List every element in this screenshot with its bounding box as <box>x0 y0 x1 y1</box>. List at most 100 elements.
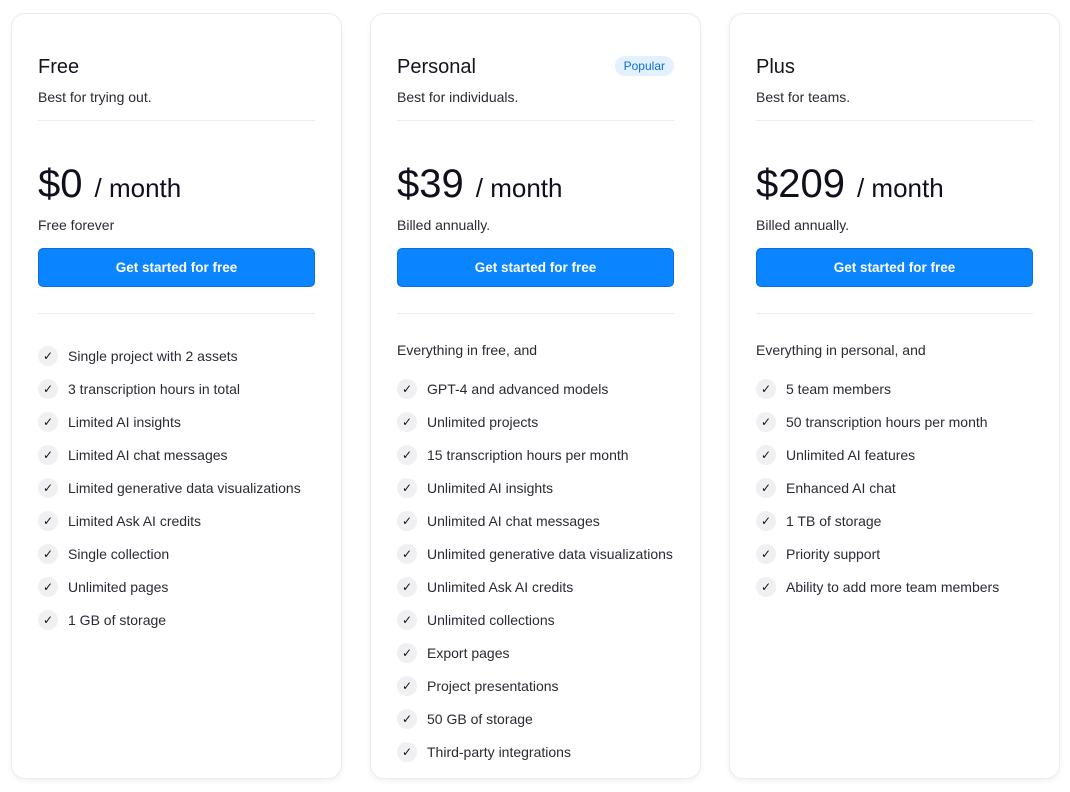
plan-card-free: Free Best for trying out. $0 / month Fre… <box>11 13 342 779</box>
price-amount: $39 <box>397 162 464 206</box>
feature-label: Limited AI insights <box>68 413 181 430</box>
feature-label: Unlimited generative data visualizations <box>427 545 673 562</box>
get-started-button[interactable]: Get started for free <box>38 248 315 287</box>
plan-name: Plus <box>756 56 795 78</box>
feature-label: Unlimited AI features <box>786 446 916 463</box>
check-icon: ✓ <box>397 609 417 630</box>
check-icon: ✓ <box>38 411 58 432</box>
feature-item: ✓ Unlimited generative data visualization… <box>397 537 690 570</box>
check-icon: ✓ <box>38 543 58 564</box>
check-icon: ✓ <box>756 510 776 531</box>
feature-item: ✓ 50 GB of storage <box>397 702 690 735</box>
billing-note: Free forever <box>38 217 115 233</box>
check-icon: ✓ <box>397 477 417 498</box>
feature-label: 50 transcription hours per month <box>786 413 988 430</box>
price: $209 / month <box>756 162 944 207</box>
feature-list: ✓ Single project with 2 assets ✓ 3 transcri… <box>38 339 331 636</box>
features-intro: Everything in personal, and <box>756 342 926 358</box>
plan-name: Personal <box>397 56 476 78</box>
check-icon: ✓ <box>756 411 776 432</box>
feature-label: Priority support <box>786 545 881 562</box>
feature-item: ✓ Limited generative data visualizations <box>38 471 331 504</box>
check-icon: ✓ <box>38 444 58 465</box>
feature-label: 5 team members <box>786 380 892 397</box>
feature-item: ✓ GPT-4 and advanced models <box>397 372 690 405</box>
feature-label: Single collection <box>68 545 170 562</box>
billing-note: Billed annually. <box>397 217 491 233</box>
feature-label: Project presentations <box>427 677 559 694</box>
feature-item: ✓ Limited AI insights <box>38 405 331 438</box>
price-period: / month <box>94 173 182 203</box>
plan-tagline: Best for individuals. <box>397 89 519 105</box>
feature-item: ✓ Unlimited collections <box>397 603 690 636</box>
check-icon: ✓ <box>397 576 417 597</box>
feature-label: Third-party integrations <box>427 743 571 760</box>
feature-item: ✓ Enhanced AI chat <box>756 471 1049 504</box>
feature-label: 1 GB of storage <box>68 611 167 628</box>
check-icon: ✓ <box>397 510 417 531</box>
plan-name: Free <box>38 56 80 78</box>
feature-label: Unlimited collections <box>427 611 555 628</box>
get-started-button[interactable]: Get started for free <box>397 248 674 287</box>
check-icon: ✓ <box>756 444 776 465</box>
check-icon: ✓ <box>756 477 776 498</box>
popular-badge: Popular <box>614 56 674 76</box>
feature-item: ✓ 1 TB of storage <box>756 504 1049 537</box>
price-period: / month <box>856 173 944 203</box>
divider <box>756 313 1033 314</box>
check-icon: ✓ <box>38 345 58 366</box>
feature-label: Single project with 2 assets <box>68 347 238 364</box>
feature-label: Unlimited projects <box>427 413 539 430</box>
divider <box>38 120 315 121</box>
check-icon: ✓ <box>38 609 58 630</box>
check-icon: ✓ <box>38 378 58 399</box>
check-icon: ✓ <box>397 708 417 729</box>
billing-note: Billed annually. <box>756 217 850 233</box>
check-icon: ✓ <box>397 543 417 564</box>
feature-label: 1 TB of storage <box>786 512 882 529</box>
feature-item: ✓ Project presentations <box>397 669 690 702</box>
feature-item: ✓ Third-party integrations <box>397 735 690 768</box>
feature-item: ✓ 1 GB of storage <box>38 603 331 636</box>
feature-item: ✓ 3 transcription hours in total <box>38 372 331 405</box>
feature-item: ✓ Unlimited projects <box>397 405 690 438</box>
check-icon: ✓ <box>38 576 58 597</box>
feature-item: ✓ 15 transcription hours per month <box>397 438 690 471</box>
feature-label: Unlimited Ask AI credits <box>427 578 574 595</box>
check-icon: ✓ <box>756 576 776 597</box>
feature-label: 50 GB of storage <box>427 710 533 727</box>
feature-item: ✓ Limited AI chat messages <box>38 438 331 471</box>
price-amount: $0 <box>38 162 83 206</box>
check-icon: ✓ <box>397 675 417 696</box>
feature-item: ✓ 50 transcription hours per month <box>756 405 1049 438</box>
feature-item: ✓ 5 team members <box>756 372 1049 405</box>
price-period: / month <box>475 173 563 203</box>
check-icon: ✓ <box>756 378 776 399</box>
feature-label: 15 transcription hours per month <box>427 446 629 463</box>
plan-card-plus: Plus Best for teams. $209 / month Billed… <box>729 13 1060 779</box>
divider <box>38 313 315 314</box>
feature-label: Enhanced AI chat <box>786 479 896 496</box>
feature-item: ✓ Single project with 2 assets <box>38 339 331 372</box>
check-icon: ✓ <box>397 411 417 432</box>
feature-label: Unlimited pages <box>68 578 169 595</box>
check-icon: ✓ <box>756 543 776 564</box>
feature-item: ✓ Export pages <box>397 636 690 669</box>
feature-item: ✓ Limited Ask AI credits <box>38 504 331 537</box>
check-icon: ✓ <box>397 642 417 663</box>
feature-label: Unlimited AI chat messages <box>427 512 600 529</box>
feature-item: ✓ Priority support <box>756 537 1049 570</box>
check-icon: ✓ <box>397 378 417 399</box>
feature-label: Limited AI chat messages <box>68 446 228 463</box>
feature-item: ✓ Unlimited AI features <box>756 438 1049 471</box>
feature-label: 3 transcription hours in total <box>68 380 240 397</box>
feature-label: Limited generative data visualizations <box>68 479 301 496</box>
plan-tagline: Best for trying out. <box>38 89 152 105</box>
feature-label: Ability to add more team members <box>786 578 1000 595</box>
divider <box>756 120 1033 121</box>
price: $0 / month <box>38 162 181 207</box>
feature-label: Unlimited AI insights <box>427 479 554 496</box>
get-started-button[interactable]: Get started for free <box>756 248 1033 287</box>
plan-card-personal: Personal Popular Best for individuals. $… <box>370 13 701 779</box>
feature-item: ✓ Ability to add more team members <box>756 570 1049 603</box>
